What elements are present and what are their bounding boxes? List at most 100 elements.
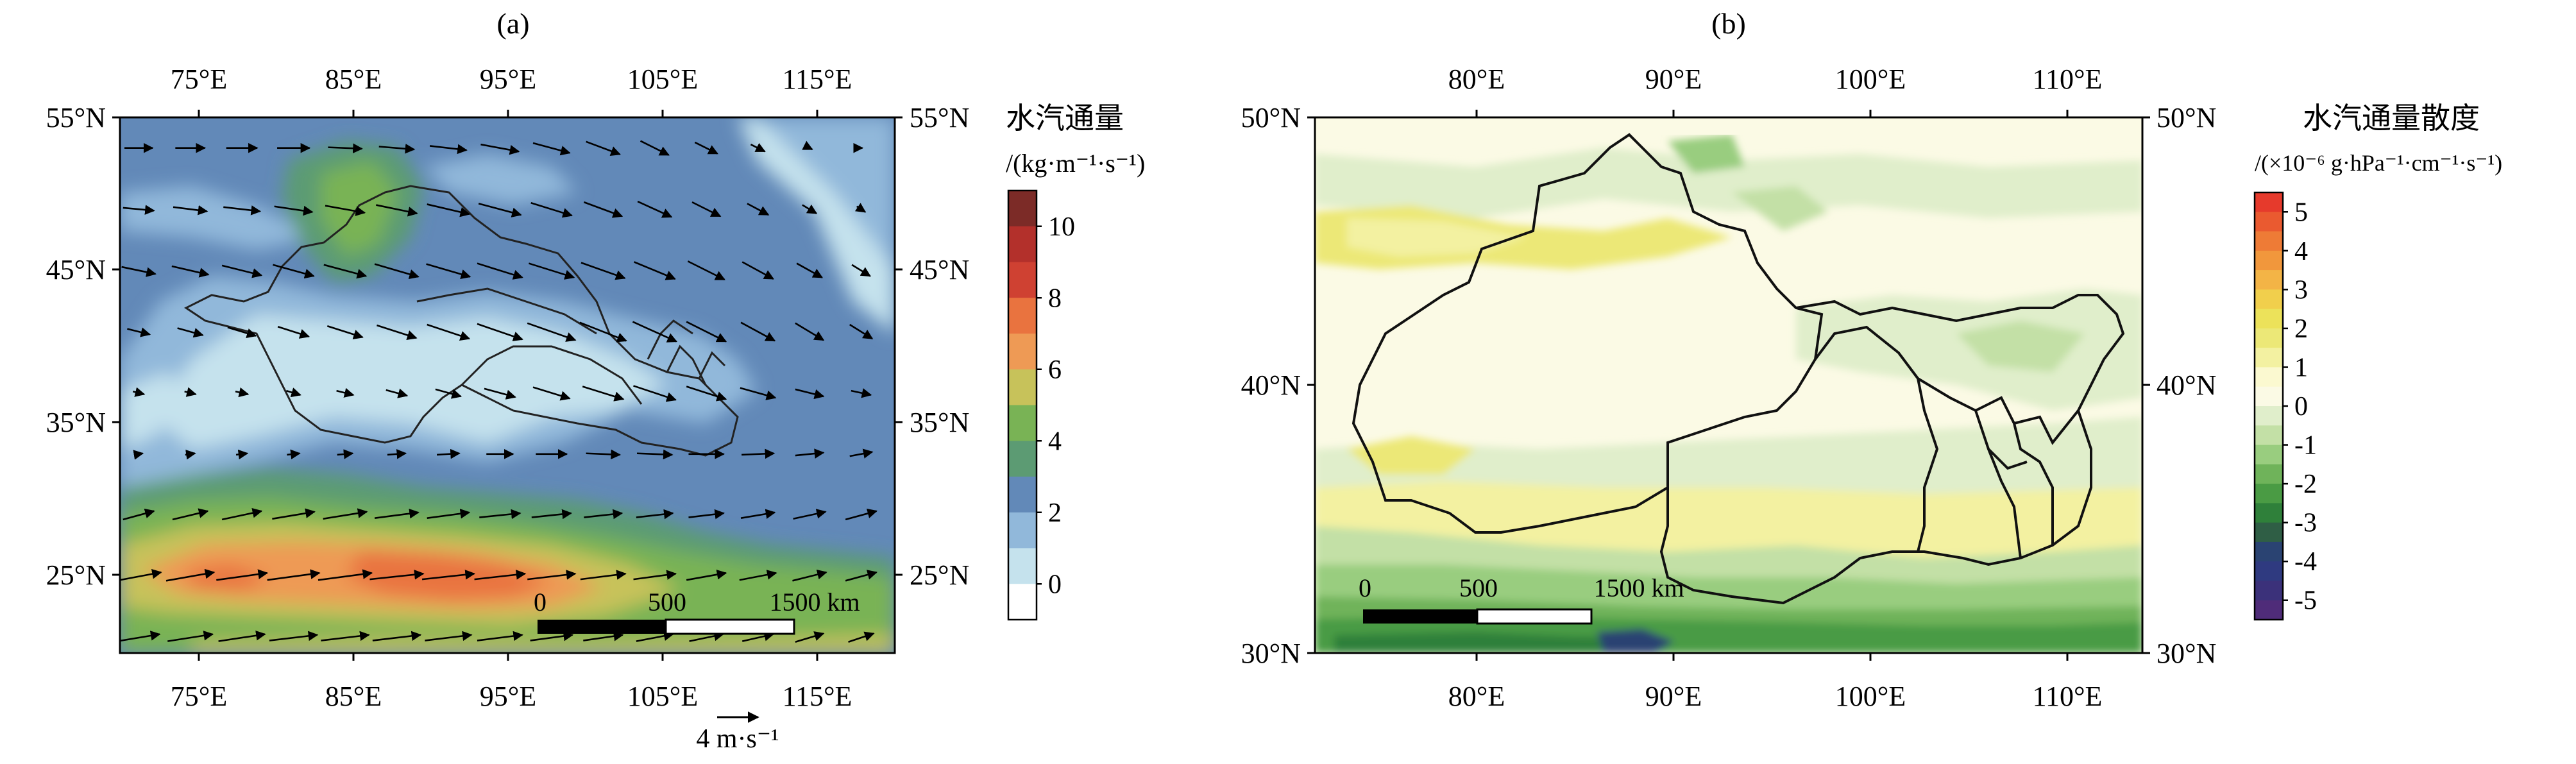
wind-vector xyxy=(285,387,301,398)
panel-b-boundaries xyxy=(1352,133,2125,605)
wind-vector xyxy=(267,569,321,581)
a-bottom-xtick: 105°E xyxy=(627,681,698,712)
wind-vector xyxy=(802,140,813,151)
wind-vector xyxy=(323,508,368,520)
wind-vector xyxy=(632,321,678,343)
wind-vector xyxy=(123,205,155,215)
panel-a-axes xyxy=(112,110,902,661)
wind-vector xyxy=(741,261,774,280)
wind-vector xyxy=(480,143,520,155)
a-left-ytick: 35°N xyxy=(46,407,106,438)
colorbar-swatch xyxy=(1008,262,1037,298)
colorbar-swatch xyxy=(2255,464,2283,484)
wind-vector xyxy=(802,204,818,214)
wind-vector xyxy=(750,142,766,153)
panel-b-axes xyxy=(1307,110,2150,661)
wind-vector xyxy=(795,322,825,341)
wind-vector xyxy=(580,570,627,581)
b-bottom-xtick: 90°E xyxy=(1645,681,1702,712)
wind-vector xyxy=(795,388,825,400)
colorbar-swatch xyxy=(2255,250,2283,271)
colorbar-tick-label: 4 xyxy=(1048,427,1062,456)
b-bottom-xtick: 80°E xyxy=(1448,681,1505,712)
wind-vector xyxy=(479,509,521,520)
wind-vector xyxy=(387,449,407,459)
colorbar-swatch xyxy=(2255,425,2283,446)
panel-b-tick-labels: 80°E 90°E 100°E 110°E 80°E 90°E 100°E 11… xyxy=(1241,64,2217,712)
wind-vector xyxy=(474,570,527,581)
a-bottom-xtick: 75°E xyxy=(171,681,227,712)
wind-vector xyxy=(120,569,162,581)
colorbar-swatch xyxy=(1008,298,1037,334)
wind-vector xyxy=(848,631,875,643)
wind-vector xyxy=(851,264,871,277)
wind-vector xyxy=(272,508,316,520)
b-bottom-xtick: 100°E xyxy=(1835,681,1906,712)
colorbar-swatch xyxy=(2255,212,2283,232)
wind-vector xyxy=(426,263,471,280)
wind-vector xyxy=(583,631,624,641)
b-right-ytick: 40°N xyxy=(2157,369,2216,401)
panel-a-scale-bar: 0 500 1500 km xyxy=(534,588,860,635)
wind-vector xyxy=(227,327,257,339)
a-bottom-xtick: 95°E xyxy=(480,681,536,712)
colorbar-swatch xyxy=(2255,522,2283,543)
panel-b-scale-bar: 0 500 1500 km xyxy=(1359,573,1684,625)
panel-a-label: (a) xyxy=(496,7,529,40)
a-colorbar-title: 水汽通量 xyxy=(1006,101,1124,135)
wind-vector xyxy=(427,323,471,341)
wind-vector xyxy=(694,141,718,155)
wind-vector xyxy=(223,205,262,216)
wind-vector xyxy=(849,323,874,340)
colorbar-tick-label: -5 xyxy=(2294,586,2317,616)
b-colorbar-unit: /(×10⁻⁶ g·hPa⁻¹·cm⁻¹·s⁻¹) xyxy=(2255,150,2502,176)
b-scale-1500: 1500 km xyxy=(1593,573,1684,602)
wind-vector xyxy=(484,387,516,400)
wind-vector xyxy=(477,262,523,280)
b-left-ytick: 30°N xyxy=(1241,638,1301,669)
colorbar-tick-label: 6 xyxy=(1048,355,1062,385)
a-right-ytick: 35°N xyxy=(910,407,969,438)
wind-vector xyxy=(425,631,473,641)
wind-vector xyxy=(793,509,827,520)
a-right-ytick: 45°N xyxy=(910,254,969,285)
wind-vector xyxy=(374,508,419,519)
colorbar-swatch xyxy=(2255,231,2283,251)
colorbar-swatch xyxy=(2255,270,2283,290)
wind-vector xyxy=(133,450,144,460)
wind-vector xyxy=(637,200,673,218)
colorbar-swatch xyxy=(2255,541,2283,562)
wind-vector xyxy=(167,631,214,642)
wind-vector xyxy=(741,631,775,642)
wind-vector xyxy=(123,508,155,521)
wind-vector xyxy=(221,264,263,278)
a-ref-vector-label: 4 m·s⁻¹ xyxy=(696,724,779,754)
wind-vector xyxy=(325,205,366,216)
panel-b: (b) xyxy=(1241,7,2503,712)
wind-vector xyxy=(530,631,574,641)
panel-b-label: (b) xyxy=(1711,7,1746,40)
colorbar-swatch xyxy=(2255,386,2283,407)
b-bottom-xtick: 110°E xyxy=(2033,681,2103,712)
a-top-xtick: 85°E xyxy=(325,64,382,95)
colorbar-swatch xyxy=(1008,405,1037,441)
wind-vector xyxy=(686,386,727,402)
b-scale-0: 0 xyxy=(1359,573,1371,602)
wind-vector xyxy=(580,262,626,280)
colorbar-tick-label: 4 xyxy=(2294,237,2308,266)
a-colorbar-unit: /(kg·m⁻¹·s⁻¹) xyxy=(1006,149,1145,178)
colorbar-tick-label: 3 xyxy=(2294,275,2308,305)
colorbar-tick-label: 10 xyxy=(1048,212,1075,242)
b-top-xtick: 110°E xyxy=(2033,64,2103,95)
wind-vector xyxy=(218,631,266,642)
wind-vector xyxy=(478,203,522,217)
wind-vector xyxy=(688,509,725,520)
wind-vector xyxy=(235,387,250,398)
wind-vector xyxy=(277,326,310,339)
colorbar-tick-label: -1 xyxy=(2294,431,2317,461)
panel-a-boundaries xyxy=(184,185,739,457)
colorbar-swatch xyxy=(2255,406,2283,426)
wind-vector xyxy=(120,631,161,642)
wind-vector xyxy=(336,387,355,398)
panel-a-reference-vector: 4 m·s⁻¹ xyxy=(696,711,779,754)
